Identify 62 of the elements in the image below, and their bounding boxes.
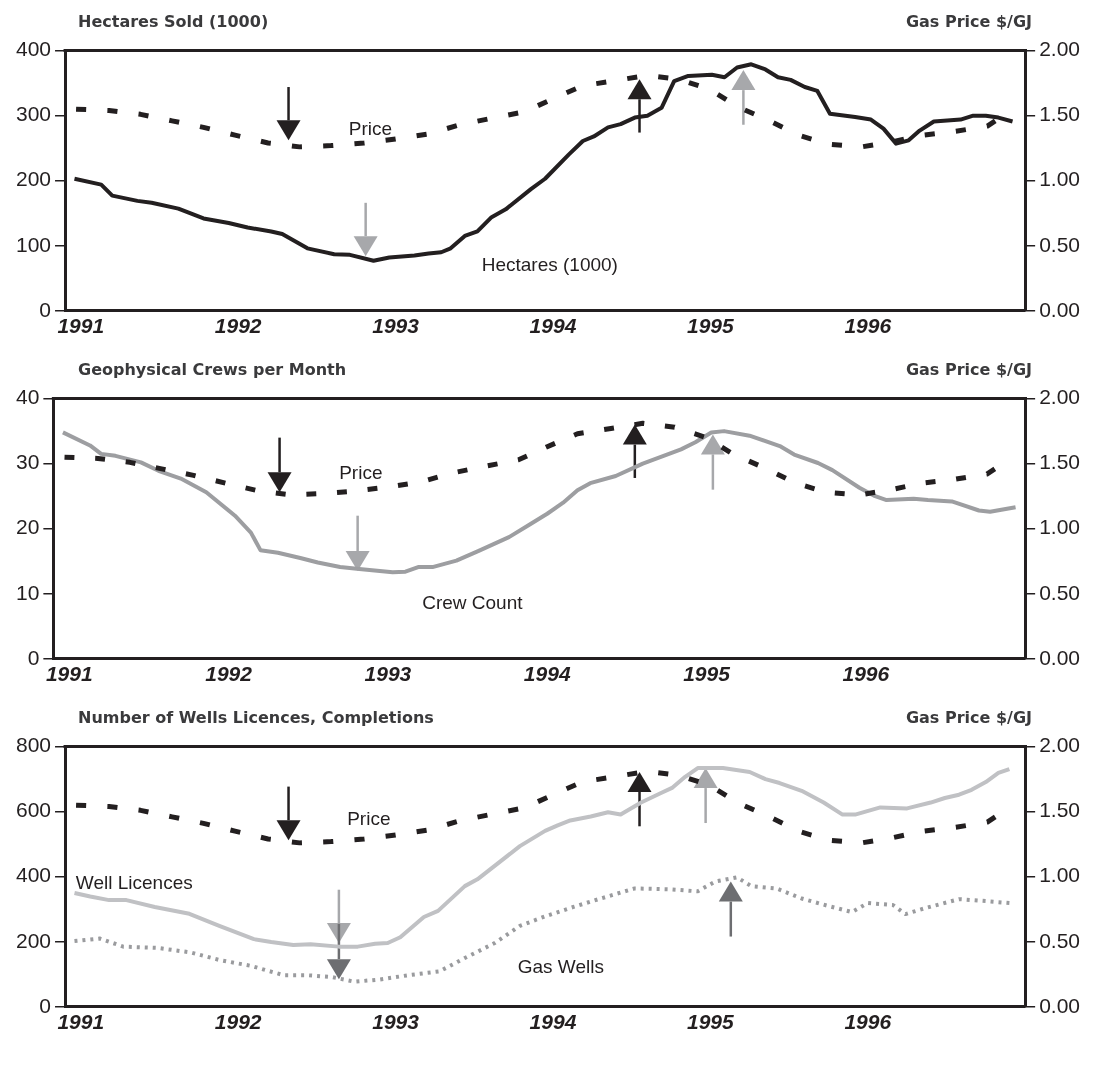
x-tick-label: 1996 [844,314,892,338]
chart-title: Geophysical Crews per Month [78,360,347,379]
chart-title: Hectares Sold (1000) [78,12,269,31]
x-tick-label: 1995 [683,662,731,686]
y2-axis-title: Gas Price $/GJ [905,12,1032,31]
x-tick-label: 1991 [45,662,93,686]
y-tick-label: 600 [15,798,52,822]
y-tick-label: 800 [15,733,52,757]
y-tick-label: 100 [15,232,52,256]
series-label: Gas Wells [517,956,604,977]
x-tick-label: 1992 [214,1010,262,1034]
x-tick-label: 1992 [214,314,262,338]
y2-tick-label: 0.50 [1039,928,1080,952]
series-label: Price [348,118,393,140]
x-tick-label: 1991 [57,1010,105,1034]
y-tick-label: 0 [39,993,52,1017]
y-tick-label: 0 [27,645,40,669]
y2-axis-title: Gas Price $/GJ [905,708,1032,727]
x-tick-label: 1992 [205,662,253,686]
y2-tick-label: 0.00 [1039,993,1080,1017]
y-tick-label: 0 [39,297,52,321]
x-tick-label: 1995 [686,314,735,338]
y-tick-label: 200 [15,928,52,952]
y-tick-label: 300 [15,102,52,126]
y2-tick-label: 1.00 [1039,515,1080,539]
x-tick-label: 1994 [523,662,571,686]
chart-title: Number of Wells Licences, Completions [78,708,434,727]
x-tick-label: 1994 [529,1010,577,1034]
y-tick-label: 400 [15,37,52,61]
y2-tick-label: 2.00 [1039,385,1080,409]
series-label: Crew Count [422,591,524,613]
y2-tick-label: 2.00 [1039,37,1080,61]
x-tick-label: 1996 [844,1010,892,1034]
x-tick-label: 1993 [372,1010,420,1034]
x-tick-label: 1991 [57,314,105,338]
y2-tick-label: 1.00 [1039,167,1080,191]
series-label: Price [347,807,391,829]
y2-tick-label: 1.50 [1039,798,1080,822]
y2-tick-label: 0.00 [1039,645,1080,669]
y-tick-label: 400 [15,863,52,887]
series-label: Well Licences [75,872,193,894]
series-label: Hectares (1000) [481,254,618,276]
x-tick-label: 1996 [842,662,890,686]
y-tick-label: 20 [16,515,40,539]
y2-tick-label: 0.50 [1039,580,1080,604]
y-tick-label: 30 [16,450,40,474]
y-tick-label: 40 [16,385,40,409]
x-tick-label: 1993 [364,662,412,686]
y-tick-label: 10 [16,580,40,604]
y2-tick-label: 2.00 [1039,733,1080,757]
y-tick-label: 200 [15,167,52,191]
x-tick-label: 1993 [372,314,420,338]
series-label: Price [339,462,383,484]
x-tick-label: 1994 [529,314,577,338]
y2-axis-title: Gas Price $/GJ [905,360,1032,379]
y2-tick-label: 1.50 [1039,450,1080,474]
line-series [72,875,1012,984]
y2-tick-label: 0.00 [1039,297,1080,321]
y2-tick-label: 1.50 [1039,102,1080,126]
y2-tick-label: 0.50 [1039,232,1080,256]
x-tick-label: 1995 [686,1010,735,1034]
y2-tick-label: 1.00 [1039,863,1080,887]
